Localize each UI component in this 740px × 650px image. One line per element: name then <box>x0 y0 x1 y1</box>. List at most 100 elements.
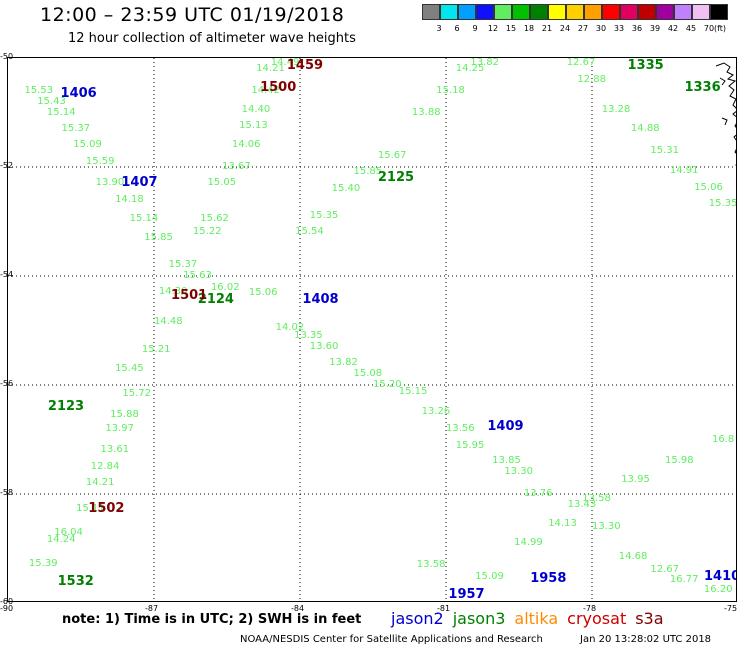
swh-value: 14.48 <box>154 316 183 328</box>
swh-value: 16.02 <box>210 281 240 293</box>
swh-value: 15.37 <box>61 122 91 134</box>
pass-number-label: 2125 <box>377 169 415 185</box>
swh-value: 15.45 <box>115 362 144 374</box>
swh-value: 13.30 <box>592 520 621 532</box>
legend-label: 9 <box>472 24 478 33</box>
swh-value: 12.67 <box>566 57 596 68</box>
satellite-key: jason2 jason3 altika cryosat s3a <box>391 609 673 628</box>
swh-value: 15.15 <box>398 386 428 398</box>
swh-value: 15.20 <box>373 379 402 390</box>
satellite-key-s3a: s3a <box>635 609 664 628</box>
swh-value: 13.58 <box>582 493 611 505</box>
swh-value: 14.13 <box>548 517 577 529</box>
swh-value: 12.88 <box>577 73 607 85</box>
y-tick-label: -52 <box>0 161 14 170</box>
satellite-key-jason2: jason2 <box>391 609 444 628</box>
swh-value: 13.85 <box>492 455 521 467</box>
swh-value: 13.95 <box>621 474 650 486</box>
legend-label: 21 <box>541 24 553 33</box>
legend-swatch <box>566 4 584 20</box>
swh-value: 15.59 <box>85 155 115 167</box>
swh-value: 15.08 <box>353 368 383 380</box>
map-title: 12:00 – 23:59 UTC 01/19/2018 <box>40 4 345 26</box>
swh-value: 13.90 <box>95 177 125 189</box>
swh-value: 14.21 <box>85 477 115 489</box>
y-tick-label: -60 <box>0 597 14 606</box>
swh-value: 15.11 <box>76 502 105 514</box>
legend-label: 70 <box>703 24 715 33</box>
x-tick-label: -90 <box>0 604 14 613</box>
legend-label: 36 <box>631 24 643 33</box>
coastline <box>715 62 736 166</box>
legend-swatch <box>422 4 440 20</box>
swh-value: 14.24 <box>46 533 76 545</box>
swh-value: 15.95 <box>455 440 485 452</box>
swh-value: 15.06 <box>248 287 278 299</box>
legend-swatch <box>530 4 548 20</box>
generated-timestamp: Jan 20 13:28:02 UTC 2018 <box>580 634 712 645</box>
pass-number-label: 1459 <box>286 58 324 73</box>
swh-value: 13.60 <box>309 340 339 352</box>
x-tick-label: -87 <box>145 604 159 613</box>
map-subtitle: 12 hour collection of altimeter wave hei… <box>68 31 356 46</box>
swh-value: 15.09 <box>475 570 504 582</box>
swh-value: 13.97 <box>105 422 134 434</box>
legend-label: 39 <box>649 24 661 33</box>
y-tick-label: -56 <box>0 379 14 388</box>
satellite-key-cryosat: cryosat <box>567 609 627 628</box>
legend-label: 12 <box>487 24 499 33</box>
legend-label: 33 <box>613 24 625 33</box>
swh-value: 13.26 <box>421 406 451 418</box>
swh-value: 13.88 <box>411 106 441 118</box>
pass-number-label: 1410 <box>704 568 737 584</box>
swh-value: 15.39 <box>28 557 58 569</box>
legend-swatch <box>548 4 566 20</box>
legend-label: 6 <box>454 24 460 33</box>
swh-value: 15.62 <box>200 212 229 224</box>
swh-value: 15.43 <box>37 95 66 107</box>
swh-value: 14.49 <box>270 57 300 68</box>
x-tick-label: -75 <box>724 604 738 613</box>
swh-value: 13.43 <box>567 498 597 510</box>
legend-label: 3 <box>436 24 442 33</box>
swh-value: 15.54 <box>295 226 324 238</box>
swh-value: 16.20 <box>703 584 733 596</box>
swh-value: 15.21 <box>141 343 171 355</box>
swh-value: 15.09 <box>73 138 102 150</box>
pass-number-label: 1406 <box>60 86 97 102</box>
legend-swatch <box>710 4 728 20</box>
swh-value: 15.22 <box>192 226 222 238</box>
x-tick-label: -84 <box>291 604 305 613</box>
legend-swatch <box>602 4 620 20</box>
swh-value: 15.18 <box>436 84 465 96</box>
swh-value: 15.53 <box>24 84 54 96</box>
pass-number-label: 2124 <box>197 291 234 307</box>
swh-value: 14.88 <box>630 122 660 134</box>
legend-swatch <box>458 4 476 20</box>
legend-swatch <box>584 4 602 20</box>
swh-value: 15.13 <box>239 120 268 132</box>
swh-value: 12.67 <box>650 564 680 576</box>
swh-value: 13.30 <box>504 466 534 478</box>
swh-value: 13.56 <box>446 422 475 434</box>
swh-value: 15.35 <box>708 198 737 210</box>
swh-value: 14.02 <box>275 321 305 333</box>
x-tick-label: -78 <box>583 604 597 613</box>
legend-label: 18 <box>523 24 535 33</box>
swh-value: 14.30 <box>158 286 188 298</box>
pass-number-label: 1500 <box>260 79 297 95</box>
pass-number-label: 1501 <box>171 288 208 304</box>
x-tick-label: -81 <box>437 604 451 613</box>
y-tick-label: -54 <box>0 270 14 279</box>
legend-label: 24 <box>559 24 571 33</box>
swh-value: 14.42 <box>251 84 280 96</box>
legend-swatch <box>638 4 656 20</box>
swh-value: 15.63 <box>183 270 212 281</box>
y-tick-label: -58 <box>0 488 14 497</box>
swh-value: 15.98 <box>665 455 694 467</box>
pass-number-label: 1407 <box>121 174 158 190</box>
swh-value: 15.37 <box>168 259 198 271</box>
swh-value: 15.06 <box>694 181 723 193</box>
swh-value: 13.82 <box>329 357 358 369</box>
